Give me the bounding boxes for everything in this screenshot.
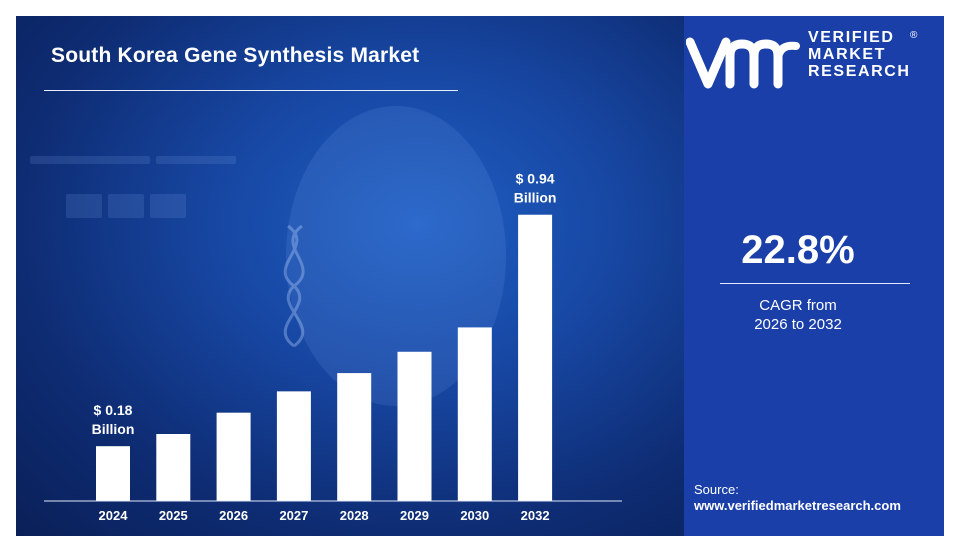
x-tick-label-2032: 2032 (521, 508, 550, 523)
x-tick-label-2025: 2025 (159, 508, 188, 523)
decorative-block (156, 156, 236, 164)
decorative-block (108, 194, 144, 218)
info-panel (684, 16, 944, 536)
data-label-2032-line2: Billion (514, 190, 557, 206)
bar-2024 (96, 446, 130, 501)
decorative-block (30, 156, 150, 164)
brand-logo: VERIFIED MARKET RESEARCH ® (686, 30, 926, 100)
chart-title: South Korea Gene Synthesis Market (51, 44, 420, 67)
bar-2025 (156, 434, 191, 501)
cagr-label-line1: CAGR from (759, 297, 837, 314)
bar-chart: 2024 2025 2026 2027 2028 2029 2030 2032 $ 0.18 Bi… (44, 171, 622, 523)
decorative-block (66, 194, 102, 218)
bar-2026 (216, 412, 251, 501)
title-underline (44, 90, 458, 91)
x-tick-label-2030: 2030 (460, 508, 489, 523)
data-label-2024-line1: $ 0.18 (94, 402, 133, 418)
cagr-divider (720, 283, 910, 284)
x-tick-label-2026: 2026 (219, 508, 248, 523)
x-tick-label-2024: 2024 (99, 508, 129, 523)
x-tick-label-2028: 2028 (340, 508, 369, 523)
infographic-frame: South Korea Gene Synthesis Market 2024 20… (16, 16, 944, 536)
cagr-label-line2: 2026 to 2032 (754, 316, 842, 333)
brand-name-line3: RESEARCH (808, 63, 911, 80)
bar-2029 (397, 351, 432, 501)
decorative-block (150, 194, 186, 218)
data-label-2032-line1: $ 0.94 (516, 171, 555, 187)
cagr-label: CAGR from 2026 to 2032 (668, 296, 928, 334)
bar-2027 (276, 391, 311, 501)
source-label: Source: (694, 482, 739, 497)
brand-name-line1: VERIFIED (808, 29, 895, 46)
registered-mark: ® (910, 30, 918, 41)
x-tick-label-2027: 2027 (279, 508, 308, 523)
vmr-logo-icon (686, 37, 800, 89)
x-tick-label-2029: 2029 (400, 508, 429, 523)
bar-2030 (457, 327, 492, 501)
cagr-value: 22.8% (741, 228, 855, 272)
bar-2032 (518, 214, 553, 501)
chart-panel: South Korea Gene Synthesis Market 2024 20… (16, 16, 684, 536)
source-url[interactable]: www.verifiedmarketresearch.com (694, 498, 901, 513)
brand-name-line2: MARKET (808, 46, 887, 63)
dna-helix-icon (283, 224, 305, 348)
bar-2028 (337, 373, 372, 501)
data-label-2024-line2: Billion (92, 421, 135, 437)
